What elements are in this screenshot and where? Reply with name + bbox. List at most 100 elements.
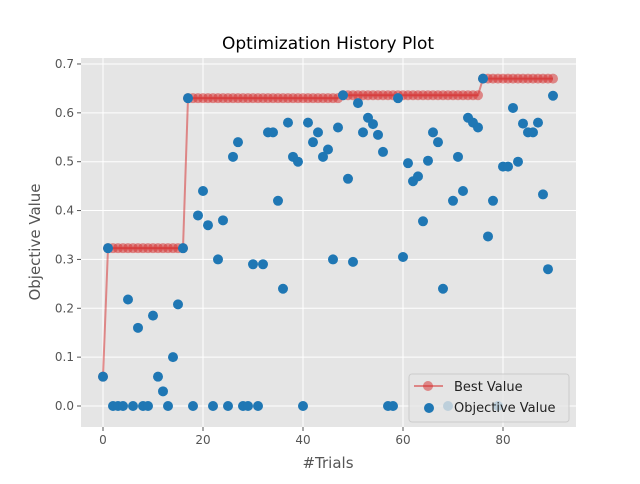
objective-value-point (248, 259, 258, 270)
objective-value-point (128, 401, 138, 411)
objective-value-point (343, 173, 353, 184)
objective-value-point (508, 102, 518, 113)
legend-best-marker (423, 381, 433, 391)
objective-value-point (458, 186, 468, 197)
x-axis-label: #Trials (302, 454, 353, 472)
plot-area (81, 58, 576, 427)
objective-value-point (193, 210, 203, 221)
objective-value-point (488, 195, 498, 206)
objective-value-point (173, 299, 183, 310)
objective-value-point (358, 127, 368, 138)
objective-value-point (423, 155, 433, 166)
legend: Best Value Objective Value (408, 373, 570, 423)
legend-best-label: Best Value (454, 380, 523, 395)
y-tick-label: 0.4 (55, 204, 74, 218)
objective-value-point (323, 144, 333, 155)
objective-value-point (158, 386, 168, 397)
objective-value-point (228, 151, 238, 162)
objective-value-point (418, 216, 428, 227)
best-value-marker (548, 73, 558, 84)
objective-value-point (428, 127, 438, 138)
x-tick-label: 0 (99, 433, 107, 447)
objective-value-point (293, 156, 303, 167)
objective-value-point (153, 371, 163, 382)
objective-value-point (258, 259, 268, 270)
y-tick-label: 0.5 (55, 155, 74, 169)
objective-value-point (133, 322, 143, 333)
objective-value-point (143, 401, 153, 411)
objective-value-point (453, 151, 463, 162)
objective-value-point (378, 146, 388, 157)
objective-value-point (533, 117, 543, 128)
objective-value-point (543, 264, 553, 275)
chart-title: Optimization History Plot (222, 34, 434, 54)
y-tick-label: 0.1 (55, 350, 74, 364)
objective-value-point (118, 401, 128, 411)
objective-value-point (438, 283, 448, 294)
legend-objective-label: Objective Value (454, 401, 555, 416)
objective-value-point (308, 137, 318, 148)
objective-value-point (513, 156, 523, 167)
objective-value-point (373, 129, 383, 140)
objective-value-point (243, 401, 253, 411)
objective-value-point (388, 401, 398, 411)
objective-value-point (348, 256, 358, 267)
objective-value-point (273, 195, 283, 206)
objective-value-point (98, 371, 108, 382)
objective-value-point (283, 117, 293, 128)
y-tick-label: 0.6 (55, 106, 74, 120)
objective-value-point (478, 73, 488, 84)
y-axis-label: Objective Value (26, 183, 44, 300)
legend-objective-marker (424, 403, 434, 413)
objective-value-point (313, 127, 323, 138)
objective-value-point (213, 254, 223, 265)
objective-value-point (448, 195, 458, 206)
objective-value-point (393, 93, 403, 104)
objective-value-point (223, 401, 233, 411)
objective-value-point (168, 352, 178, 363)
x-tick-label: 60 (395, 433, 410, 447)
objective-value-point (268, 127, 278, 138)
objective-value-point (338, 90, 348, 101)
x-tick-label: 40 (295, 433, 310, 447)
y-tick-label: 0.3 (55, 252, 74, 266)
objective-value-point (538, 189, 548, 200)
objective-value-point (203, 220, 213, 231)
objective-value-series (98, 73, 558, 411)
objective-value-point (368, 119, 378, 130)
y-tick-label: 0.2 (55, 301, 74, 315)
objective-value-point (148, 310, 158, 321)
objective-value-point (208, 401, 218, 411)
objective-value-point (318, 151, 328, 162)
objective-value-point (353, 98, 363, 109)
objective-value-point (298, 401, 308, 411)
x-tick-label: 20 (195, 433, 210, 447)
objective-value-point (483, 231, 493, 242)
objective-value-point (178, 243, 188, 254)
objective-value-point (413, 171, 423, 182)
best-value-marker (473, 90, 483, 101)
x-tick-label: 80 (495, 433, 510, 447)
ticks: 0 20 40 60 80 0.0 0.1 0.2 0.3 0.4 0.5 0.6 0.7 (55, 57, 511, 447)
y-tick-label: 0.7 (55, 57, 74, 71)
objective-value-point (473, 122, 483, 133)
objective-value-point (518, 118, 528, 129)
objective-value-point (183, 93, 193, 104)
objective-value-point (188, 401, 198, 411)
objective-value-point (123, 294, 133, 305)
objective-value-point (328, 254, 338, 265)
objective-value-point (218, 215, 228, 226)
objective-value-point (163, 401, 173, 411)
objective-value-point (253, 401, 263, 411)
objective-value-point (278, 283, 288, 294)
objective-value-point (528, 127, 538, 138)
objective-value-point (403, 158, 413, 169)
objective-value-point (398, 251, 408, 262)
objective-value-point (433, 137, 443, 148)
objective-value-point (548, 90, 558, 101)
objective-value-point (333, 122, 343, 133)
y-tick-label: 0.0 (55, 399, 74, 413)
objective-value-point (233, 137, 243, 148)
objective-value-point (303, 117, 313, 128)
